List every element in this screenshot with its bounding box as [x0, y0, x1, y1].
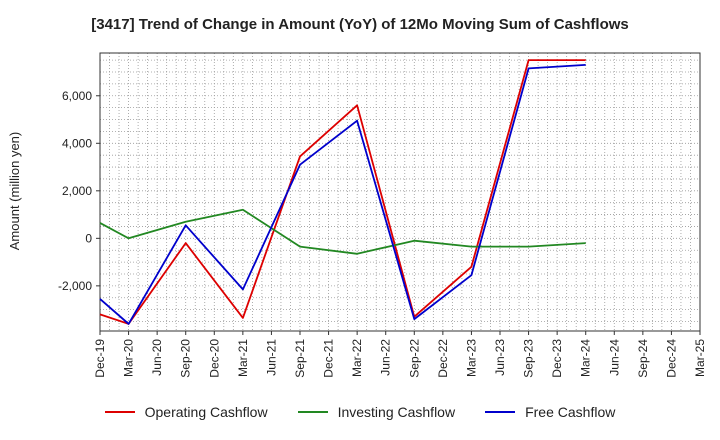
legend-item: Investing Cashflow	[297, 404, 456, 420]
x-tick-label: Sep-22	[407, 339, 421, 378]
chart-title: [3417] Trend of Change in Amount (YoY) o…	[91, 16, 629, 33]
x-tick-label: Dec-19	[93, 339, 107, 378]
x-tick-label: Mar-22	[350, 339, 364, 377]
x-tick-label: Sep-20	[179, 339, 193, 378]
y-axis: -2,000 0 2,000 4,000 6,000	[58, 89, 100, 293]
y-tick-label: 0	[85, 231, 92, 245]
legend-swatch	[297, 411, 328, 413]
x-tick-label: Jun-21	[264, 339, 278, 376]
x-tick-label: Dec-21	[322, 339, 336, 378]
x-tick-label: Mar-20	[122, 339, 136, 377]
x-tick-label: Sep-23	[522, 339, 536, 378]
x-tick-label: Dec-24	[664, 339, 678, 378]
x-tick-label: Mar-21	[236, 339, 250, 377]
x-tick-label: Dec-22	[436, 339, 450, 378]
legend-label: Investing Cashflow	[337, 404, 456, 420]
plot-frame	[99, 52, 701, 332]
x-tick-label: Mar-25	[693, 339, 707, 377]
y-axis-label: Amount (million yen)	[7, 132, 22, 251]
legend-item: Free Cashflow	[485, 404, 615, 420]
x-tick-label: Jun-20	[150, 339, 164, 376]
x-tick-label: Mar-24	[579, 339, 593, 377]
y-tick-label: 6,000	[62, 89, 92, 103]
legend-label: Operating Cashflow	[144, 404, 268, 420]
y-tick-label: 2,000	[62, 184, 92, 198]
y-tick-label: -2,000	[58, 279, 92, 293]
y-tick-label: 4,000	[62, 136, 92, 150]
series	[99, 59, 586, 325]
x-tick-label: Sep-21	[293, 339, 307, 378]
x-tick-label: Dec-23	[550, 339, 564, 378]
x-tick-label: Jun-23	[493, 339, 507, 376]
legend-swatch	[104, 411, 135, 413]
x-axis: Dec-19 Mar-20 Jun-20 Sep-20 Dec-20 Mar-21 Jun-…	[93, 331, 707, 378]
series-line-operating-cashflow	[99, 59, 586, 325]
x-tick-label: Jun-22	[379, 339, 393, 376]
x-tick-label: Jun-24	[607, 339, 621, 376]
legend-swatch	[485, 411, 516, 413]
grid	[99, 53, 701, 331]
x-tick-label: Mar-23	[464, 339, 478, 377]
x-tick-label: Dec-20	[207, 339, 221, 378]
series-line-free-cashflow	[99, 64, 586, 325]
legend-label: Free Cashflow	[525, 404, 616, 420]
legend: Operating Cashflow Investing Cashflow Free…	[0, 404, 720, 420]
x-tick-label: Sep-24	[636, 339, 650, 378]
series-line-investing-cashflow	[99, 208, 586, 255]
legend-item: Operating Cashflow	[104, 404, 268, 420]
